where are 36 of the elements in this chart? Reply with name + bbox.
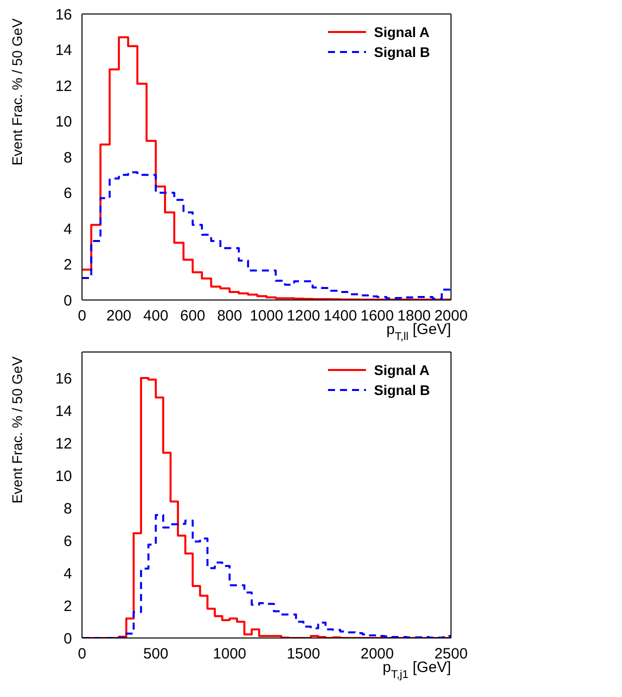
y-tick-label: 2 (64, 256, 72, 274)
legend-label: Signal B (374, 44, 430, 60)
y-tick-label: 12 (55, 78, 72, 95)
y-tick-label: 8 (64, 500, 72, 518)
y-tick-label: 14 (55, 42, 72, 60)
x-tick-label: 1000 (212, 646, 246, 663)
y-axis-title: Event Frac. % / 50 GeV (9, 356, 25, 504)
y-tick-label: 0 (64, 630, 72, 648)
x-tick-label: 1000 (250, 308, 284, 325)
legend-label: Signal A (374, 362, 430, 378)
y-tick-label: 4 (64, 565, 72, 582)
x-tick-label: 400 (143, 308, 168, 325)
y-tick-label: 10 (55, 468, 72, 485)
x-tick-label: 0 (78, 646, 86, 663)
x-tick-label: 1400 (324, 308, 357, 325)
legend-label: Signal A (374, 24, 430, 40)
y-axis-title: Event Frac. % / 50 GeV (9, 18, 25, 166)
x-tick-label: 500 (143, 646, 168, 663)
y-tick-label: 0 (64, 292, 72, 310)
y-tick-label: 2 (64, 598, 72, 615)
y-tick-label: 10 (55, 114, 72, 131)
y-tick-label: 4 (64, 220, 72, 238)
x-tick-label: 600 (180, 308, 206, 325)
y-tick-label: 12 (55, 435, 72, 452)
y-tick-label: 14 (55, 402, 72, 420)
y-tick-label: 16 (55, 370, 72, 388)
y-tick-label: 8 (64, 149, 72, 166)
legend-label: Signal B (374, 382, 430, 398)
y-tick-label: 16 (55, 6, 72, 24)
x-tick-label: 1500 (286, 646, 320, 663)
x-tick-label: 200 (106, 308, 132, 325)
x-tick-label: 1200 (286, 308, 320, 325)
y-tick-label: 6 (64, 185, 72, 202)
x-tick-label: 800 (217, 308, 242, 325)
y-tick-label: 6 (64, 532, 72, 550)
x-tick-label: 0 (78, 308, 86, 325)
